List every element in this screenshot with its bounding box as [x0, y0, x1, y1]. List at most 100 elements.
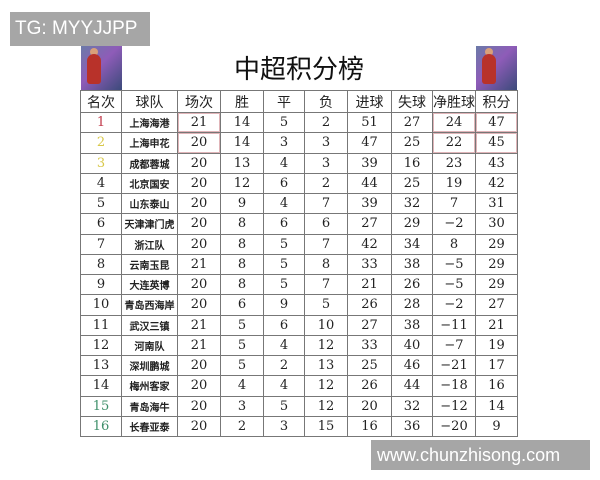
cell-played: 20 [177, 172, 221, 195]
cell-points: 31 [475, 192, 518, 215]
cell-team: 上海海港 [121, 111, 178, 134]
cell-rank: 7 [80, 233, 122, 255]
cell-rank: 2 [80, 132, 122, 154]
cell-won: 2 [220, 415, 264, 438]
cell-won: 8 [220, 213, 264, 235]
cell-goal-difference: −7 [432, 334, 476, 357]
telegram-overlay-label: TG: MYYJJPP [10, 12, 150, 46]
cell-won: 14 [220, 132, 264, 154]
cell-points: 30 [475, 213, 518, 235]
cell-rank: 9 [80, 273, 122, 296]
cell-goals-for: 42 [347, 233, 392, 255]
cell-rank: 6 [80, 213, 122, 235]
table-row: 7 浙江队 20 8 5 7 42 34 8 29 [80, 233, 518, 255]
cell-goal-difference: −5 [432, 273, 476, 296]
cell-goal-difference: 24 [432, 111, 476, 134]
cell-drawn: 9 [263, 294, 305, 316]
cell-lost: 12 [304, 375, 348, 397]
table-row: 2 上海申花 20 14 3 3 47 25 22 45 [80, 132, 518, 154]
header-rank: 名次 [80, 90, 122, 113]
cell-won: 9 [220, 192, 264, 215]
cell-goals-for: 51 [347, 111, 392, 134]
standings-table: 名次 球队 场次胜平负进球 失球 净胜球 积分 1 上海海港 21 14 5 2 51 27 24 47 2 上… [80, 90, 518, 438]
cell-rank: 3 [80, 152, 122, 174]
cell-lost: 5 [304, 294, 348, 316]
cell-played: 21 [177, 111, 221, 134]
cell-won: 8 [220, 233, 264, 255]
cell-goals-for: 26 [347, 375, 392, 397]
player-avatar-right [476, 46, 517, 90]
header-lost: 负 [304, 90, 348, 113]
cell-goals-against: 38 [391, 253, 433, 276]
cell-points: 42 [475, 172, 518, 195]
cell-rank: 13 [80, 354, 122, 377]
cell-team: 大连英博 [121, 273, 178, 296]
cell-goals-for: 47 [347, 132, 392, 154]
cell-drawn: 6 [263, 172, 305, 195]
cell-rank: 14 [80, 375, 122, 397]
cell-played: 21 [177, 314, 221, 336]
table-row: 10 青岛西海岸 20 6 9 5 26 28 −2 27 [80, 294, 518, 316]
cell-lost: 7 [304, 233, 348, 255]
cell-drawn: 6 [263, 213, 305, 235]
cell-points: 29 [475, 253, 518, 276]
cell-team: 武汉三镇 [121, 314, 178, 336]
cell-lost: 3 [304, 152, 348, 174]
cell-points: 17 [475, 354, 518, 377]
cell-goals-for: 26 [347, 294, 392, 316]
cell-team: 浙江队 [121, 233, 178, 255]
cell-played: 20 [177, 213, 221, 235]
cell-played: 20 [177, 294, 221, 316]
cell-goals-against: 46 [391, 354, 433, 377]
cell-goals-for: 39 [347, 152, 392, 174]
cell-goals-against: 29 [391, 213, 433, 235]
cell-goals-against: 16 [391, 152, 433, 174]
cell-played: 20 [177, 132, 221, 154]
cell-goal-difference: 19 [432, 172, 476, 195]
cell-goal-difference: −5 [432, 253, 476, 276]
cell-lost: 10 [304, 314, 348, 336]
cell-goals-for: 27 [347, 314, 392, 336]
cell-rank: 16 [80, 415, 122, 438]
cell-won: 8 [220, 253, 264, 276]
table-row: 12 河南队 21 5 4 12 33 40 −7 19 [80, 334, 518, 357]
cell-team: 上海申花 [121, 132, 178, 154]
cell-played: 20 [177, 375, 221, 397]
cell-goals-against: 34 [391, 233, 433, 255]
cell-lost: 12 [304, 334, 348, 357]
cell-points: 27 [475, 294, 518, 316]
cell-points: 29 [475, 233, 518, 255]
cell-team: 深圳鹏城 [121, 354, 178, 377]
table-row: 4 北京国安 20 12 6 2 44 25 19 42 [80, 172, 518, 195]
table-row: 16 长春亚泰 20 2 3 15 16 36 −20 9 [80, 415, 518, 438]
cell-drawn: 2 [263, 354, 305, 377]
cell-drawn: 4 [263, 192, 305, 215]
cell-drawn: 5 [263, 233, 305, 255]
cell-goal-difference: −2 [432, 213, 476, 235]
cell-goals-for: 25 [347, 354, 392, 377]
cell-team: 北京国安 [121, 172, 178, 195]
cell-won: 5 [220, 314, 264, 336]
cell-drawn: 5 [263, 273, 305, 296]
cell-drawn: 5 [263, 395, 305, 417]
cell-points: 43 [475, 152, 518, 174]
cell-team: 山东泰山 [121, 192, 178, 215]
cell-goals-against: 38 [391, 314, 433, 336]
cell-lost: 6 [304, 213, 348, 235]
table-row: 8 云南玉昆 21 8 5 8 33 38 −5 29 [80, 253, 518, 276]
cell-drawn: 6 [263, 314, 305, 336]
cell-team: 青岛西海岸 [121, 294, 178, 316]
cell-lost: 7 [304, 273, 348, 296]
cell-drawn: 5 [263, 111, 305, 134]
cell-team: 河南队 [121, 334, 178, 357]
cell-played: 21 [177, 253, 221, 276]
cell-rank: 11 [80, 314, 122, 336]
table-row: 9 大连英博 20 8 5 7 21 26 −5 29 [80, 273, 518, 296]
cell-played: 20 [177, 192, 221, 215]
cell-rank: 8 [80, 253, 122, 276]
cell-goal-difference: −18 [432, 375, 476, 397]
cell-goals-against: 40 [391, 334, 433, 357]
header-goal-difference: 净胜球 [432, 90, 476, 113]
cell-lost: 3 [304, 132, 348, 154]
cell-goals-against: 27 [391, 111, 433, 134]
